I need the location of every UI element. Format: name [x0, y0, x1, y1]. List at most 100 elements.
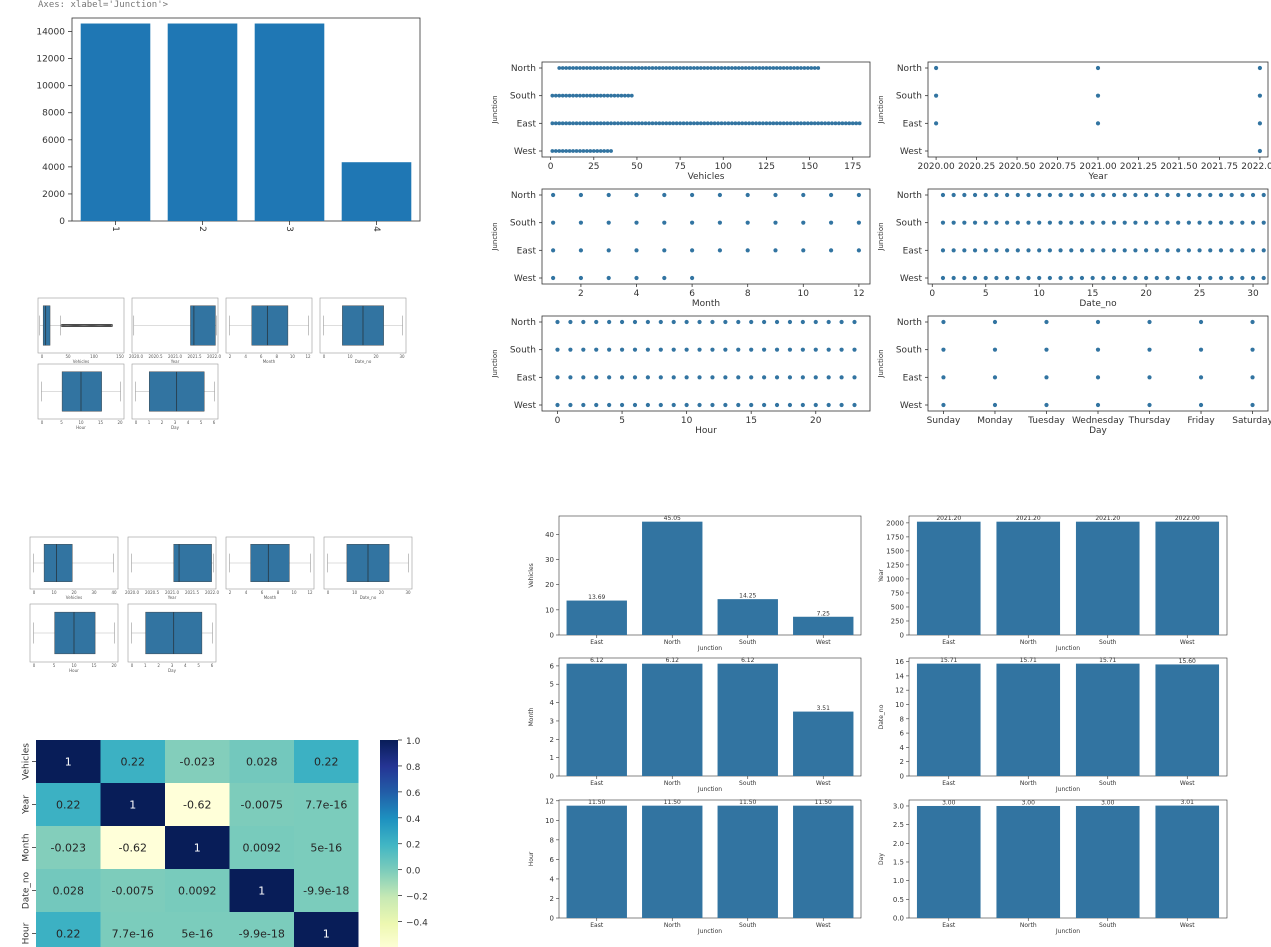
scatter-point	[550, 121, 555, 126]
scatter-point	[681, 121, 686, 126]
scatter-point	[578, 93, 582, 98]
scatter-point	[723, 375, 728, 380]
scatter-point	[1111, 192, 1117, 198]
heatmap-cell-label: 0.028	[246, 756, 278, 769]
scatter-point	[787, 375, 793, 380]
scatter-point	[619, 93, 624, 98]
x-tick-label: 0	[41, 354, 44, 359]
scatter-point	[1090, 192, 1095, 198]
x-tick-label: 2021.75	[1201, 162, 1238, 172]
x-tick-label: 12	[853, 289, 864, 299]
x-tick-label: 12	[307, 590, 313, 595]
y-tick-label: North	[897, 64, 922, 74]
x-tick-label: 0	[555, 416, 561, 426]
heatmap-cell	[294, 869, 359, 912]
scatter-point	[1122, 220, 1127, 225]
scatter-point	[633, 66, 638, 70]
scatter-point	[578, 192, 584, 198]
x-tick-label: West	[816, 639, 831, 646]
x-axis-label: Year	[170, 359, 180, 364]
scatter-point	[688, 121, 693, 126]
scatter-point	[606, 192, 611, 198]
scatter-point	[595, 121, 600, 126]
x-tick-label: 10	[71, 663, 77, 668]
x-tick-label: 0	[131, 663, 134, 668]
heatmap-cell	[229, 783, 294, 826]
scatter-point	[736, 347, 741, 352]
scatter-point	[551, 220, 556, 225]
scatter-point	[1250, 275, 1256, 281]
x-tick-label: South	[739, 922, 757, 929]
x-axis-label: Date_no	[355, 359, 372, 364]
scatter-point	[1144, 248, 1149, 253]
scatter-point	[1218, 192, 1224, 198]
boxplot-panel-year: 2020.0 2020.5 2021.0 2021.5 2022.0 Year	[125, 536, 219, 600]
colorbar-tick-label: 0.6	[406, 789, 421, 799]
scatter-point	[607, 319, 612, 325]
y-tick-label: 12	[895, 687, 904, 695]
scatter-point	[1144, 275, 1149, 281]
scatter-point	[645, 402, 650, 408]
y-tick-label: South	[510, 219, 536, 229]
bar-value-label: 13.69	[588, 594, 605, 601]
scatter-point	[816, 66, 821, 70]
x-tick-label: 2020.5	[145, 590, 159, 595]
scatter-point	[723, 319, 728, 325]
heatmap-cell-label: 1	[258, 885, 265, 898]
scatter-point	[745, 220, 750, 225]
x-tick-label: 1	[110, 226, 120, 232]
scatter-point	[581, 93, 586, 98]
heatmap-cell-label: 1	[129, 799, 136, 812]
scatter-point	[717, 248, 722, 253]
scatter-point	[595, 149, 600, 153]
y-tick-label: 3	[550, 717, 554, 725]
scatter-point	[799, 121, 803, 126]
scatter-point	[856, 248, 861, 253]
scatter-point	[802, 121, 807, 126]
heatmap-cell-label: 0.0092	[243, 842, 282, 855]
scatter-point	[972, 220, 978, 225]
scatter-point	[658, 402, 663, 408]
scatter-point	[636, 66, 641, 70]
bar-frame	[558, 515, 862, 636]
scatter-point	[774, 66, 779, 70]
scatter-point	[1257, 65, 1263, 71]
scatter-point	[598, 93, 603, 98]
scatter-point	[983, 248, 988, 253]
bar-value-label: 11.50	[815, 799, 832, 806]
scatter-point	[951, 248, 956, 253]
x-tick-label: 2021.25	[1120, 162, 1157, 172]
heatmap-cell	[100, 869, 165, 912]
scatter-point	[840, 121, 845, 126]
x-tick-label: 20	[810, 416, 822, 426]
x-tick-label: 175	[844, 162, 861, 172]
x-tick-label: 10	[347, 354, 353, 359]
bar	[996, 521, 1061, 635]
bar-value-label: 15.71	[1099, 657, 1116, 664]
y-tick-label: 2	[550, 895, 554, 903]
y-tick-label: 12	[545, 797, 554, 805]
count-bar-chart: 0 2000 4000 6000 8000 10000 12000 14000 1 2 3 4	[20, 10, 430, 240]
scatter-point	[1257, 93, 1263, 98]
x-tick-label: South	[1099, 639, 1117, 646]
x-tick-label: 6	[689, 289, 695, 299]
scatter-point	[826, 121, 831, 126]
scatter-point	[828, 192, 834, 198]
scatter-point	[726, 121, 731, 126]
scatter-point	[674, 121, 679, 126]
y-axis-label: Junction	[491, 222, 499, 251]
y-tick-label: South	[896, 346, 922, 356]
scatter-point	[852, 319, 857, 325]
scatter-point	[1250, 375, 1255, 380]
scatter-point	[1111, 275, 1117, 281]
y-tick-label: 0	[550, 773, 554, 781]
y-tick-label: 6	[900, 730, 905, 738]
x-tick-label: 100	[90, 354, 98, 359]
y-tick-label: 3.0	[893, 802, 904, 810]
scatter-point	[710, 347, 715, 352]
scatter-point	[994, 220, 999, 225]
heatmap-cell	[294, 783, 359, 826]
scatter-point	[1101, 192, 1106, 198]
scatter-point	[994, 275, 999, 281]
x-axis-label: Day	[1089, 426, 1107, 436]
